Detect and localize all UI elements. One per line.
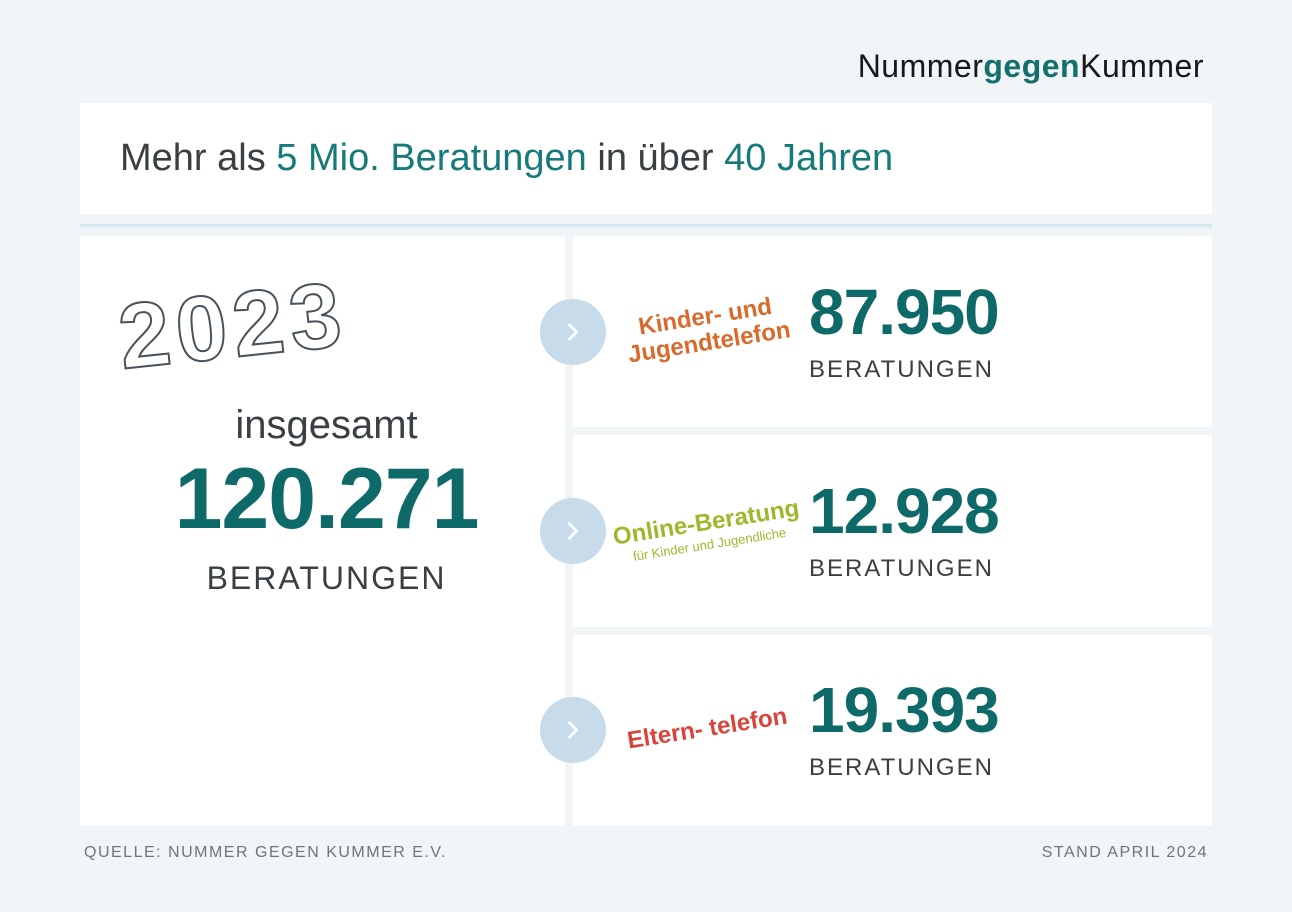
card-stats-2: 19.393 BERATUNGEN: [805, 678, 1184, 782]
card-stats-0: 87.950 BERATUNGEN: [805, 280, 1184, 384]
card-unit-1: BERATUNGEN: [809, 555, 1184, 583]
headline-text-2: in über: [587, 137, 724, 179]
card-stats-1: 12.928 BERATUNGEN: [805, 479, 1184, 583]
card-elterntelefon: Eltern- telefon 19.393 BERATUNGEN: [573, 635, 1212, 826]
card-label-text-0: Kinder- und Jugendtelefon: [626, 293, 792, 369]
total-label: insgesamt: [116, 403, 537, 448]
card-unit-2: BERATUNGEN: [809, 754, 1184, 782]
brand-part2: gegen: [983, 48, 1080, 84]
total-unit: BERATUNGEN: [116, 560, 537, 597]
brand-logo: NummergegenKummer: [80, 48, 1212, 85]
stats-grid: 2023 insgesamt 120.271 BERATUNGEN Kinder…: [80, 236, 1212, 826]
brand-part3: Kummer: [1080, 48, 1204, 84]
card-kinder-jugendtelefon: Kinder- und Jugendtelefon 87.950 BERATUN…: [573, 236, 1212, 427]
card-label-0: Kinder- und Jugendtelefon: [607, 289, 808, 374]
chevron-right-icon: [540, 498, 606, 564]
footer: QUELLE: NUMMER GEGEN KUMMER E.V. STAND A…: [80, 844, 1212, 862]
card-label-1: Online-Beratung für Kinder und Jugendlic…: [608, 495, 807, 568]
headline: Mehr als 5 Mio. Beratungen in über 40 Ja…: [120, 137, 1172, 180]
total-number: 120.271: [116, 456, 537, 542]
total-panel: 2023 insgesamt 120.271 BERATUNGEN: [80, 236, 565, 826]
card-online-beratung: Online-Beratung für Kinder und Jugendlic…: [573, 435, 1212, 626]
headline-accent-1: 5 Mio. Beratungen: [276, 137, 587, 179]
card-number-1: 12.928: [809, 479, 1184, 543]
card-number-2: 19.393: [809, 678, 1184, 742]
chevron-right-icon: [540, 299, 606, 365]
breakdown-column: Kinder- und Jugendtelefon 87.950 BERATUN…: [573, 236, 1212, 826]
year-display: 2023: [114, 242, 542, 390]
card-label-2: Eltern- telefon: [609, 701, 806, 760]
headline-box: Mehr als 5 Mio. Beratungen in über 40 Ja…: [80, 103, 1212, 214]
headline-text-1: Mehr als: [120, 137, 276, 179]
infographic-page: NummergegenKummer Mehr als 5 Mio. Beratu…: [0, 0, 1292, 912]
card-number-0: 87.950: [809, 280, 1184, 344]
divider: [80, 224, 1212, 230]
footer-source: QUELLE: NUMMER GEGEN KUMMER E.V.: [84, 844, 447, 862]
chevron-right-icon: [540, 697, 606, 763]
card-unit-0: BERATUNGEN: [809, 356, 1184, 384]
footer-date: STAND APRIL 2024: [1042, 844, 1208, 862]
card-label-text-2: Eltern- telefon: [625, 703, 789, 755]
headline-accent-2: 40 Jahren: [724, 137, 893, 179]
brand-part1: Nummer: [858, 48, 984, 84]
